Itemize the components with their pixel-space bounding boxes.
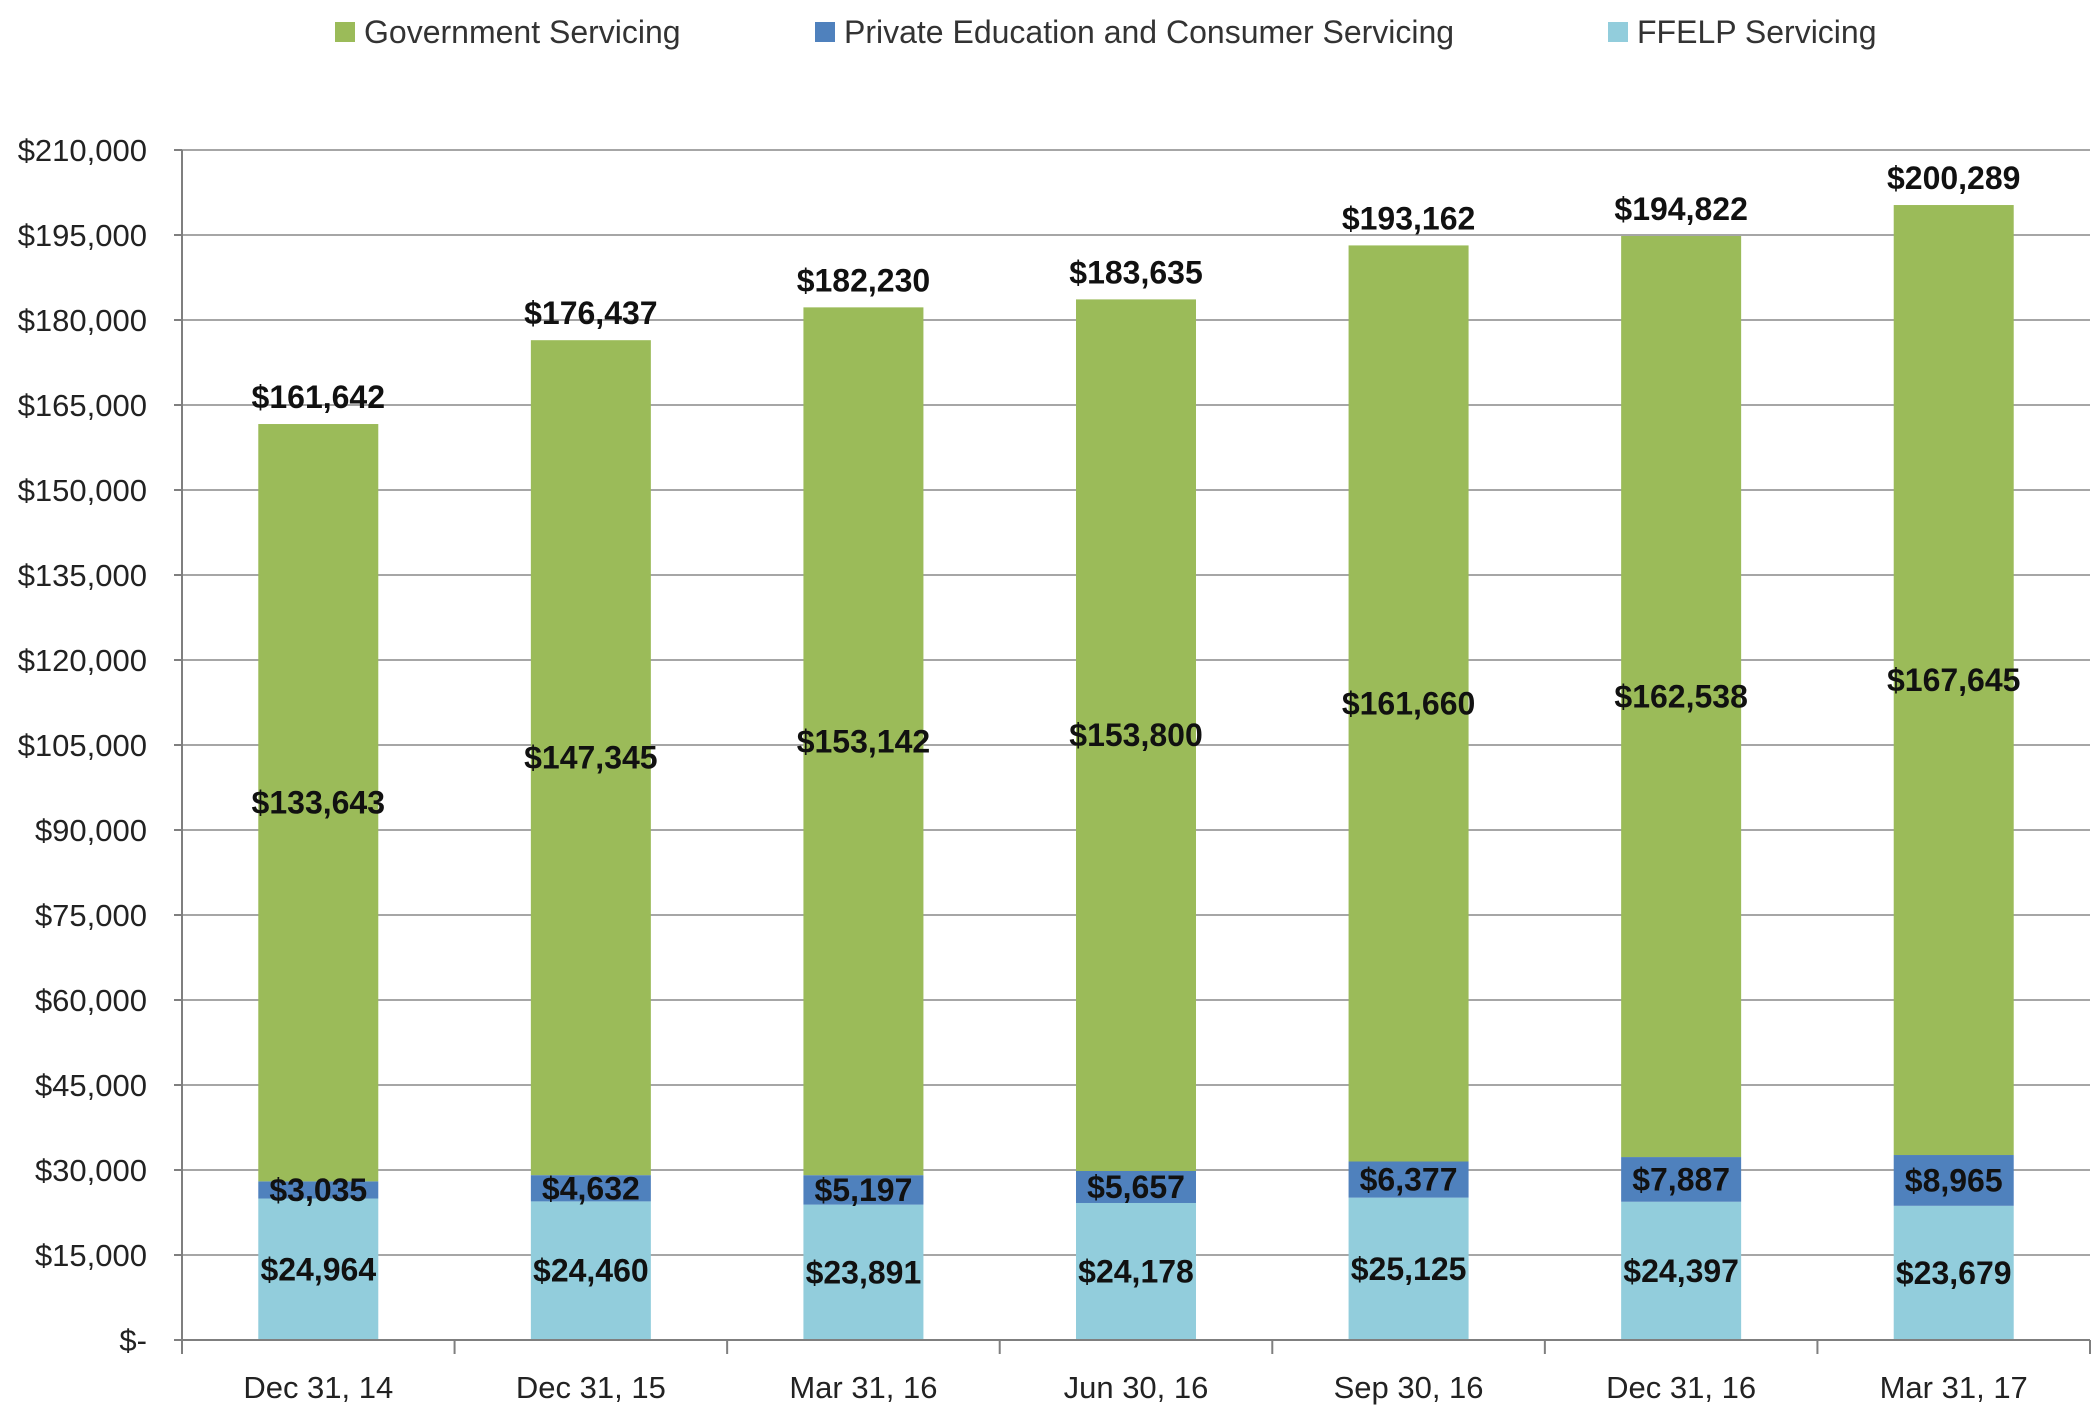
data-label-government-servicing: $162,538	[1614, 679, 1747, 715]
legend-label-ffelp-servicing: FFELP Servicing	[1637, 14, 1877, 50]
data-label-private-education-and-consumer-servicing: $5,197	[814, 1172, 912, 1208]
data-label-government-servicing: $167,645	[1887, 662, 2020, 698]
y-axis: $- $15,000 $30,000 $45,000 $60,000 $75,000 $90…	[18, 133, 183, 1358]
x-axis: Dec 31, 14 Dec 31, 15 Mar 31, 16 Jun 30, 16…	[181, 1339, 2091, 1405]
total-label: $176,437	[524, 295, 657, 331]
legend-item-ffelp-servicing: FFELP Servicing	[1608, 14, 1877, 50]
data-label-government-servicing: $133,643	[252, 785, 385, 821]
y-tick-label: $75,000	[35, 898, 147, 933]
y-tick-label: $90,000	[35, 813, 147, 848]
data-label-private-education-and-consumer-servicing: $6,377	[1360, 1162, 1458, 1198]
y-tick-label: $120,000	[18, 643, 147, 678]
bar-government-servicing-jun-30-16	[1076, 299, 1196, 1171]
x-tick-label: Dec 31, 14	[243, 1370, 393, 1405]
data-label-ffelp-servicing: $24,964	[260, 1251, 376, 1287]
data-label-ffelp-servicing: $24,397	[1623, 1253, 1739, 1289]
data-label-government-servicing: $161,660	[1342, 685, 1475, 721]
y-tick-label: $105,000	[18, 728, 147, 763]
total-label: $183,635	[1069, 254, 1202, 290]
legend-swatch-ffelp-servicing	[1608, 22, 1628, 42]
total-label: $182,230	[797, 262, 930, 298]
bar-ffelp-servicing-dec-31-15	[530, 1201, 651, 1340]
bar-government-servicing-dec-31-14	[258, 424, 379, 1182]
y-tick-label: $135,000	[18, 558, 147, 593]
bar-government-servicing-mar-31-16	[803, 307, 924, 1176]
bar-ffelp-servicing-jun-30-16	[1076, 1202, 1196, 1340]
x-tick-label: Mar 31, 16	[789, 1370, 937, 1405]
bar-ffelp-servicing-sep-30-16	[1348, 1197, 1469, 1340]
data-labels: $24,964 $3,035 $133,643 $161,642 $24,460 $4,6…	[252, 160, 2021, 1291]
total-label: $200,289	[1887, 160, 2020, 196]
bar-ffelp-servicing-mar-31-16	[803, 1204, 924, 1340]
data-label-private-education-and-consumer-servicing: $3,035	[269, 1172, 367, 1208]
total-label: $194,822	[1614, 191, 1747, 227]
legend-swatch-government-servicing	[335, 22, 355, 42]
bar-ffelp-servicing-dec-31-14	[258, 1198, 379, 1340]
bar-private-education-and-consumer-servicing-dec-31-14	[258, 1181, 379, 1199]
y-tick-label: $165,000	[18, 388, 147, 423]
y-tick-label: $150,000	[18, 473, 147, 508]
x-tick-label: Mar 31, 17	[1880, 1370, 2028, 1405]
data-label-ffelp-servicing: $23,891	[806, 1254, 922, 1290]
bar-government-servicing-dec-31-16	[1621, 236, 1742, 1158]
total-label: $161,642	[252, 379, 385, 415]
x-tick-label: Dec 31, 16	[1606, 1370, 1756, 1405]
data-label-private-education-and-consumer-servicing: $7,887	[1632, 1161, 1730, 1197]
y-tick-label: $180,000	[18, 303, 147, 338]
bar-ffelp-servicing-mar-31-17	[1893, 1205, 2014, 1340]
y-tick-label: $30,000	[35, 1153, 147, 1188]
total-label: $193,162	[1342, 200, 1475, 236]
x-tick-label: Sep 30, 16	[1334, 1370, 1484, 1405]
bar-private-education-and-consumer-servicing-dec-31-15	[530, 1175, 651, 1202]
data-label-private-education-and-consumer-servicing: $8,965	[1905, 1162, 2003, 1198]
bar-private-education-and-consumer-servicing-jun-30-16	[1076, 1170, 1196, 1203]
x-tick-label: Jun 30, 16	[1064, 1370, 1209, 1405]
bar-government-servicing-dec-31-15	[530, 340, 651, 1176]
data-label-government-servicing: $147,345	[524, 740, 657, 776]
data-label-ffelp-servicing: $25,125	[1351, 1251, 1467, 1287]
data-label-ffelp-servicing: $23,679	[1896, 1255, 2012, 1291]
data-label-government-servicing: $153,800	[1069, 717, 1202, 753]
bar-ffelp-servicing-dec-31-16	[1621, 1201, 1742, 1340]
data-label-private-education-and-consumer-servicing: $4,632	[542, 1170, 640, 1206]
legend-swatch-private-education-and-consumer-servicing	[815, 22, 835, 42]
y-tick-label: $210,000	[18, 133, 147, 168]
data-label-government-servicing: $153,142	[797, 723, 930, 759]
data-label-ffelp-servicing: $24,460	[533, 1253, 649, 1289]
x-tick-label: Dec 31, 15	[516, 1370, 666, 1405]
y-tick-label: $195,000	[18, 218, 147, 253]
bar-private-education-and-consumer-servicing-mar-31-17	[1893, 1155, 2014, 1206]
y-tick-label: $-	[119, 1323, 147, 1358]
legend-item-government-servicing: Government Servicing	[335, 14, 681, 50]
bar-government-servicing-sep-30-16	[1348, 245, 1469, 1162]
y-tick-label: $45,000	[35, 1068, 147, 1103]
data-label-private-education-and-consumer-servicing: $5,657	[1087, 1169, 1185, 1205]
bar-private-education-and-consumer-servicing-mar-31-16	[803, 1175, 924, 1205]
bar-segments	[258, 205, 2014, 1340]
legend-item-private-education-and-consumer-servicing: Private Education and Consumer Servicing	[815, 14, 1454, 50]
bar-private-education-and-consumer-servicing-dec-31-16	[1621, 1157, 1742, 1202]
chart-legend: Government Servicing Private Education an…	[335, 14, 1877, 50]
data-label-ffelp-servicing: $24,178	[1078, 1253, 1194, 1289]
bar-government-servicing-mar-31-17	[1893, 205, 2014, 1156]
y-tick-label: $15,000	[35, 1238, 147, 1273]
legend-label-government-servicing: Government Servicing	[364, 14, 681, 50]
bar-private-education-and-consumer-servicing-sep-30-16	[1348, 1161, 1469, 1198]
y-tick-label: $60,000	[35, 983, 147, 1018]
legend-label-private-education-and-consumer-servicing: Private Education and Consumer Servicing	[844, 14, 1454, 50]
